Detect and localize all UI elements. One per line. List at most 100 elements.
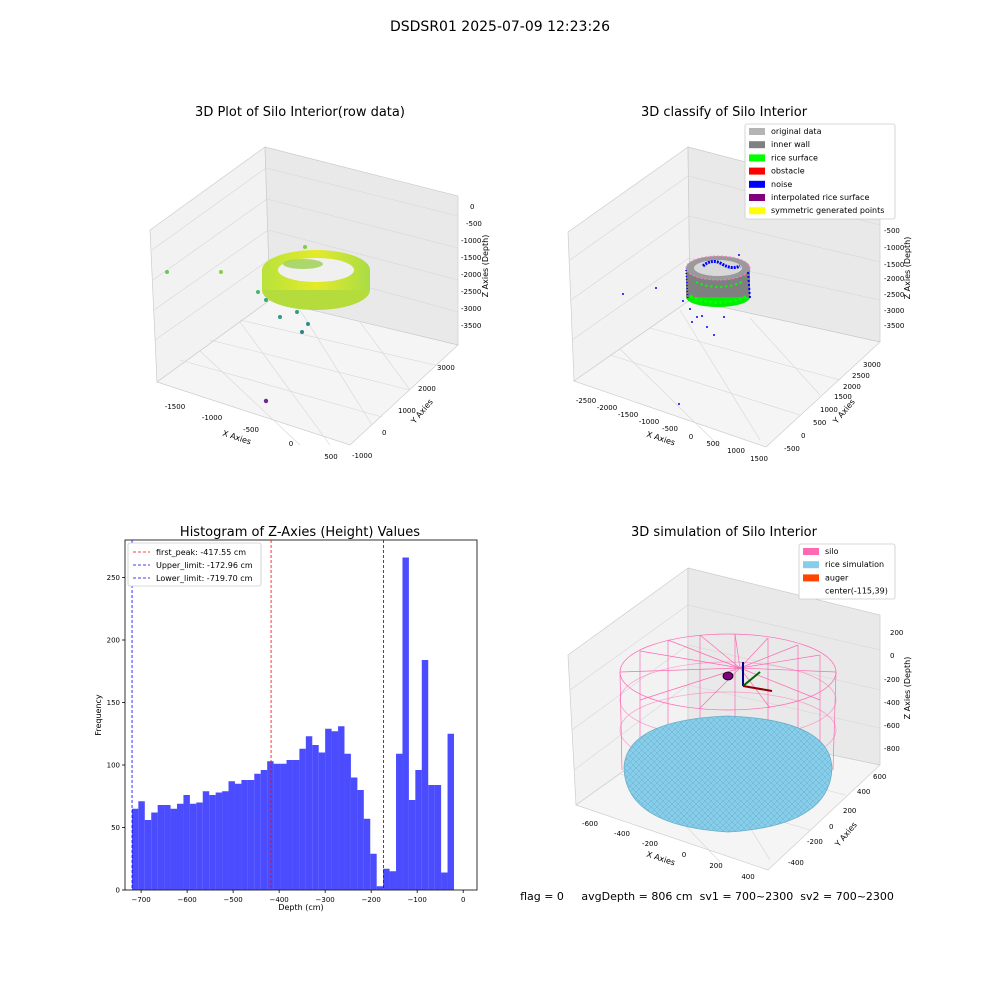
histogram-bar xyxy=(170,808,177,890)
raw-y-ticks: -1000 0 1000 2000 3000 xyxy=(352,364,455,460)
z-tick-label: -3500 xyxy=(884,322,904,330)
y-tick-label: 2000 xyxy=(418,385,436,393)
histogram-bar xyxy=(299,748,306,890)
histogram-legend: first_peak: -417.55 cm Upper_limit: -172.… xyxy=(127,542,262,587)
x-tick-label: −200 xyxy=(362,896,381,904)
x-tick-label: -400 xyxy=(614,830,630,838)
histogram-bar xyxy=(196,802,203,890)
y-tick-label: -400 xyxy=(788,859,804,867)
legend-swatch xyxy=(803,548,819,555)
x-tick-label: 0 xyxy=(689,433,693,441)
legend-label: symmetric generated points xyxy=(771,206,884,215)
histogram-bar xyxy=(131,808,139,890)
histogram-bar xyxy=(151,812,158,890)
histogram-bar xyxy=(344,753,351,890)
z-tick-label: -800 xyxy=(884,745,900,753)
histogram-bar xyxy=(370,853,377,890)
z-tick-label: -1500 xyxy=(461,254,481,262)
x-tick-label: −700 xyxy=(131,896,150,904)
z-tick-label: 0 xyxy=(470,203,474,211)
classify-noise-points xyxy=(622,254,740,405)
histogram-bar xyxy=(273,763,281,890)
x-tick-label: 200 xyxy=(709,862,722,870)
z-tick-label: -1000 xyxy=(461,237,481,245)
z-tick-label: -200 xyxy=(884,676,900,684)
y-tick-label: 50 xyxy=(111,824,120,832)
x-tick-label: 400 xyxy=(741,873,754,881)
y-tick-label: 250 xyxy=(107,574,120,582)
classify-cloud xyxy=(685,255,751,307)
histogram-bar xyxy=(202,791,210,890)
histogram-bar xyxy=(434,785,442,890)
classify-y-ticks: -500 0 500 1000 1500 2000 2500 3000 xyxy=(784,361,881,453)
z-tick-label: -400 xyxy=(884,699,900,707)
histogram-bar xyxy=(305,736,313,890)
legend-swatch xyxy=(749,154,765,162)
histogram-bar xyxy=(402,557,409,890)
x-tick-label: −500 xyxy=(224,896,243,904)
classify-x-ticks: -2500 -2000 -1500 -1000 -500 0 500 1000 … xyxy=(576,397,768,463)
legend-swatch xyxy=(749,180,765,188)
histogram-bar xyxy=(312,745,319,890)
z-tick-label: -600 xyxy=(884,722,900,730)
classify-legend: original data inner wall rice surface obsta… xyxy=(744,123,896,220)
panel-classify-title: 3D classify of Silo Interior xyxy=(641,105,808,120)
histogram-bar xyxy=(280,763,287,890)
histogram-bar xyxy=(222,791,229,890)
raw-ring-cloud xyxy=(262,250,370,310)
classify-z-axis-label: Z Axies (Depth) xyxy=(903,237,912,300)
raw-z-axis-label: Z Axies (Depth) xyxy=(481,235,490,298)
histogram-bar xyxy=(415,770,422,890)
histogram-bar xyxy=(157,805,165,890)
panel-simulation-3d: 3D simulation of Silo Interior xyxy=(567,525,912,881)
histogram-bar xyxy=(331,731,339,890)
z-tick-label: 0 xyxy=(890,652,894,660)
sim-z-ticks: 200 0 -200 -400 -600 -800 xyxy=(884,629,903,753)
y-tick-label: 2500 xyxy=(852,372,870,380)
legend-label: noise xyxy=(771,180,792,189)
legend-swatch xyxy=(749,207,765,215)
x-tick-label: −100 xyxy=(408,896,427,904)
z-tick-label: 200 xyxy=(890,629,903,637)
x-tick-label: −400 xyxy=(270,896,289,904)
histogram-bar xyxy=(228,781,235,890)
legend-label: auger xyxy=(825,573,849,582)
z-tick-label: -2000 xyxy=(461,271,481,279)
sim-x-ticks: -600 -400 -200 0 200 400 xyxy=(582,820,755,881)
histogram-bar xyxy=(260,770,268,890)
z-tick-label: -3000 xyxy=(884,307,904,315)
x-tick-label: -1500 xyxy=(165,403,185,411)
z-tick-label: -1500 xyxy=(884,261,904,269)
y-tick-label: 3000 xyxy=(437,364,455,372)
histogram-x-axis-label: Depth (cm) xyxy=(278,903,323,912)
y-tick-label: -500 xyxy=(784,445,800,453)
legend-label: rice simulation xyxy=(825,560,884,569)
x-tick-label: 500 xyxy=(706,440,719,448)
y-tick-label: 0 xyxy=(829,823,833,831)
x-tick-label: −600 xyxy=(178,896,197,904)
z-tick-label: -3000 xyxy=(461,305,481,313)
sim-z-axis-label: Z Axies (Depth) xyxy=(903,657,912,720)
histogram-bar xyxy=(318,752,326,890)
legend-swatch xyxy=(749,194,765,201)
y-tick-label: -1000 xyxy=(352,452,372,460)
histogram-bar xyxy=(144,820,152,890)
histogram-bar xyxy=(447,733,454,890)
sim-x-axis-label: X Axies xyxy=(645,850,676,868)
raw-outlier-points xyxy=(165,245,310,404)
histogram-bars xyxy=(131,557,454,890)
histogram-bar xyxy=(428,785,435,890)
legend-label: obstacle xyxy=(771,167,805,176)
x-tick-label: -2500 xyxy=(576,397,596,405)
figure-suptitle: DSDSR01 2025-07-09 12:23:26 xyxy=(390,19,610,35)
y-tick-label: 400 xyxy=(857,788,870,796)
legend-swatch xyxy=(803,561,819,569)
y-tick-label: 3000 xyxy=(863,361,881,369)
histogram-bar xyxy=(209,795,216,890)
z-tick-label: -3500 xyxy=(461,322,481,330)
histogram-bar xyxy=(183,795,190,890)
x-tick-label: -500 xyxy=(243,426,259,434)
y-tick-label: 0 xyxy=(116,887,120,895)
panel-histogram: Histogram of Z-Axies (Height) Values −70… xyxy=(94,525,478,912)
